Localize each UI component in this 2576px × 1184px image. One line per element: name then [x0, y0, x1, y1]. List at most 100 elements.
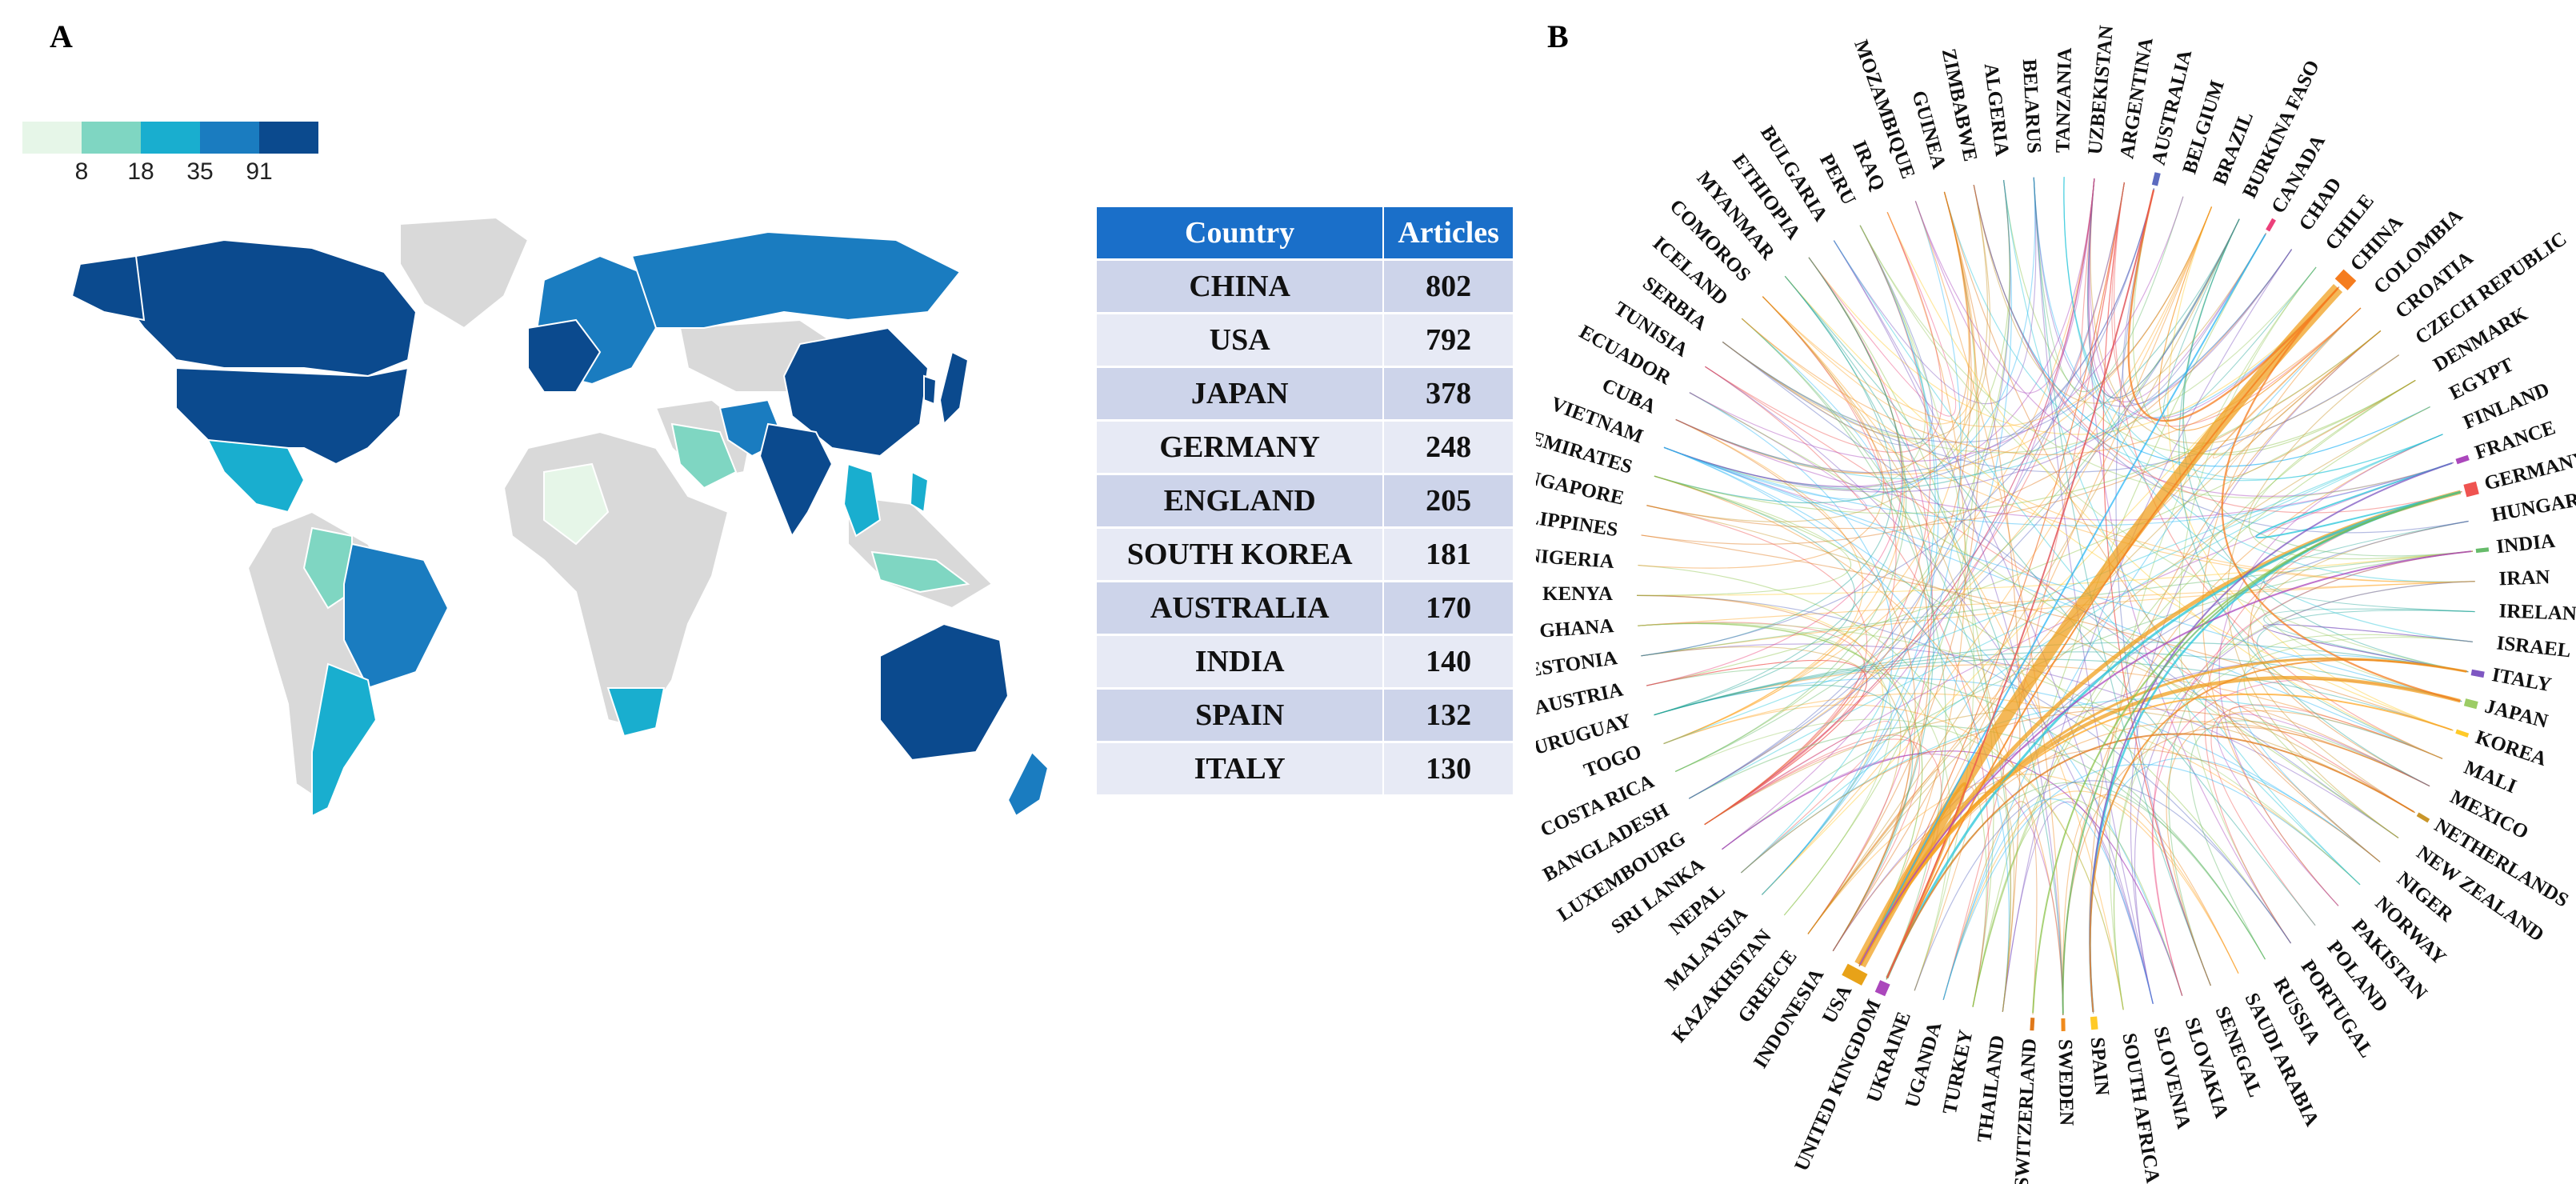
chord-link-minor	[1646, 379, 2416, 686]
chord-country-label: SWITZERLAND	[2011, 1038, 2041, 1184]
chord-link-minor	[1641, 646, 1902, 934]
chord-arc-segment	[2475, 547, 2490, 554]
table-row: USA 792	[1097, 312, 1513, 367]
chord-link-minor	[1973, 185, 2430, 467]
chord-link-minor	[1704, 178, 2095, 826]
chord-link-minor	[1761, 225, 1939, 895]
chord-link-australia-united-kingdom	[1886, 190, 2154, 978]
chord-link-minor	[1675, 249, 2293, 480]
chord-arc-segment	[2334, 269, 2357, 290]
chord-link-minor	[1722, 178, 2095, 850]
north-africa-light-shape	[543, 462, 610, 546]
panel-a-label: A	[50, 18, 73, 54]
articles-cell: 792	[1383, 312, 1513, 367]
russia-shape	[630, 230, 962, 329]
chord-link-minor	[2062, 434, 2443, 1015]
chord-link-minor	[1646, 659, 1868, 826]
chord-link-minor	[2212, 307, 2382, 459]
chord-country-label: INDIA	[2495, 530, 2556, 558]
chord-link-minor	[2243, 634, 2473, 838]
chord-link-minor	[1663, 418, 1864, 745]
chord-link-minor	[1722, 185, 1991, 440]
chord-link-minor	[1973, 185, 2469, 534]
chord-link-minor	[2152, 550, 2474, 996]
chord-link-minor	[1663, 257, 1906, 745]
chord-link-minor	[2063, 177, 2475, 582]
chord-country-label: PHILIPPINES	[1536, 501, 1619, 541]
table-row: INDIA 140	[1097, 634, 1513, 689]
chord-link-minor	[1663, 446, 2183, 996]
chord-link-minor	[1722, 550, 2474, 850]
chord-arc-segment	[2416, 812, 2430, 823]
articles-cell: 170	[1383, 580, 1513, 635]
chord-link-minor	[2178, 218, 2430, 787]
chord-link-minor	[2248, 379, 2474, 560]
chord-link-minor	[1741, 318, 2475, 583]
chord-arc-segment	[2470, 669, 2485, 678]
chord-link-minor	[1638, 622, 1892, 916]
chord-link-minor	[1741, 307, 2362, 455]
country-cell: SPAIN	[1097, 687, 1385, 742]
chord-link-minor	[1704, 182, 2125, 826]
australia-shape	[879, 622, 1010, 762]
south-africa-shape	[606, 687, 666, 738]
chord-link-minor	[1808, 212, 1957, 417]
chord-link-minor	[1808, 257, 1994, 1007]
chord-link-minor	[1972, 406, 2430, 1007]
world-map	[70, 216, 1050, 818]
chord-link-minor	[2087, 178, 2267, 402]
chord-link-minor	[1638, 622, 1923, 966]
chord-country-label: SWEDEN	[2054, 1039, 2078, 1126]
articles-cell: 248	[1383, 419, 1513, 474]
country-cell: AUSTRALIA	[1097, 580, 1385, 635]
chord-link-minor	[2226, 330, 2416, 478]
chord-link-minor	[1833, 177, 2037, 405]
legend-label: 35	[186, 158, 214, 185]
chord-link-minor	[1663, 249, 2293, 493]
chord-link-minor	[1641, 550, 2474, 657]
chord-country-label: MALI	[2461, 757, 2519, 798]
chord-link-minor	[2087, 178, 2240, 398]
chord-arc-segment	[2455, 454, 2470, 465]
chord-link-sweden-germany	[2062, 491, 2461, 1014]
chord-link-minor	[1741, 318, 1946, 980]
chord-link-minor	[1704, 738, 1942, 980]
chord-link-minor	[1807, 406, 2430, 934]
chord-link-minor	[2167, 206, 2454, 731]
chord-link-minor	[1762, 296, 2012, 1012]
china-shape	[782, 326, 930, 458]
korea-shape	[923, 374, 938, 406]
chord-arc-segment	[2463, 481, 2479, 498]
alaska-shape	[70, 254, 146, 322]
chord-country-label: GHANA	[1538, 615, 1614, 642]
chord-link-minor	[1722, 206, 2213, 443]
chord-link-minor	[1741, 434, 2443, 874]
legend-swatch	[141, 122, 200, 154]
chord-link-minor	[2158, 206, 2362, 431]
chord-link-minor	[1688, 725, 2266, 960]
chord-link-minor	[1859, 225, 2469, 673]
chord-link-minor	[1807, 768, 1939, 952]
chord-link-minor	[1688, 206, 2213, 799]
chord-link-minor	[2182, 218, 2469, 673]
chord-link-minor	[1704, 706, 2415, 826]
chord-link-italy-spain	[2089, 658, 2467, 1013]
chord-link-minor	[1663, 446, 2454, 526]
chord-link-minor	[2262, 624, 2473, 673]
chord-link-minor	[1674, 180, 2011, 772]
new-zealand-shape	[1006, 750, 1050, 818]
chord-link-minor	[2033, 177, 2184, 392]
chord-link-minor	[2088, 178, 2292, 944]
articles-cell: 140	[1383, 634, 1513, 689]
chord-link-minor	[1942, 307, 2362, 1000]
chord-link-minor	[1705, 366, 2154, 1004]
chord-link-minor	[2002, 249, 2293, 1012]
chord-link-minor	[1832, 747, 2381, 952]
chord-link-minor	[1704, 178, 2095, 826]
argentina-shape	[311, 662, 378, 818]
canada-shape	[118, 238, 418, 378]
chord-link-minor	[1943, 191, 2021, 1012]
chord-link-minor	[1914, 201, 2064, 1015]
chord-country-label: ALGERIA	[1980, 62, 2013, 158]
chord-link-minor	[1784, 275, 2064, 1015]
